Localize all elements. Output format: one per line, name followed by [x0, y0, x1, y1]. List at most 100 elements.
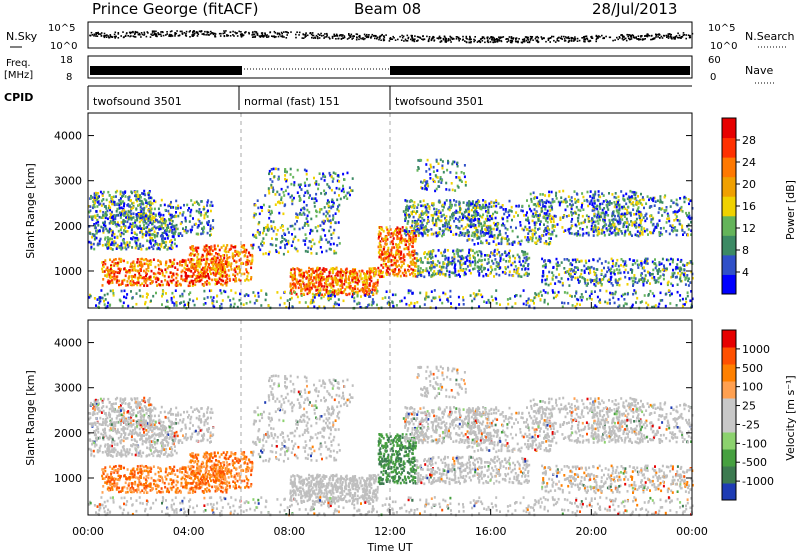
noise-dot — [644, 35, 647, 37]
power-cell — [218, 272, 221, 275]
power-cell — [307, 184, 310, 187]
power-cell — [106, 242, 109, 246]
power-cell — [161, 271, 164, 275]
power-cell — [260, 206, 263, 209]
power-cell — [435, 219, 437, 223]
noise-dot — [358, 34, 361, 37]
power-cell — [330, 205, 333, 209]
power-cell — [365, 275, 368, 279]
power-cell — [100, 216, 103, 219]
power-cell — [150, 260, 153, 264]
power-cell — [320, 177, 323, 181]
noise-dot — [155, 35, 157, 37]
power-cell — [265, 233, 268, 236]
power-cell — [496, 211, 499, 214]
power-cell — [350, 189, 353, 192]
power-cell — [382, 248, 385, 251]
power-cell — [268, 169, 271, 173]
noise-dot — [170, 34, 173, 36]
power-cell — [420, 260, 423, 264]
power-cell — [169, 202, 172, 206]
noise-dot — [588, 40, 590, 43]
power-cell — [359, 274, 362, 278]
power-cell — [231, 252, 234, 255]
noise-dot — [222, 32, 224, 35]
power-cell — [120, 212, 123, 215]
noise-dot — [416, 35, 419, 38]
cpid-label: CPID — [4, 91, 33, 104]
power-cell — [316, 273, 319, 276]
power-cell — [136, 199, 138, 203]
power-cell — [224, 260, 227, 263]
power-cell — [99, 209, 102, 213]
noise-dot — [635, 36, 637, 38]
power-cell — [577, 220, 580, 223]
noise-dot — [326, 34, 328, 36]
power-cell — [146, 201, 149, 205]
power-cell — [458, 273, 460, 276]
power-cell — [106, 236, 109, 239]
noise-dot — [583, 40, 585, 43]
power-cell — [117, 229, 120, 233]
power-cell — [184, 278, 187, 281]
power-cell — [128, 195, 131, 199]
noise-dot — [641, 35, 643, 37]
power-cell — [291, 286, 294, 290]
power-cell — [442, 224, 444, 227]
noise-dot — [481, 36, 484, 38]
power-cell — [386, 238, 389, 241]
power-cell — [114, 258, 117, 261]
noise-dot — [349, 36, 352, 38]
power-cell — [115, 214, 118, 217]
power-cell — [104, 216, 107, 220]
power-cell — [328, 271, 331, 275]
noise-dot — [322, 34, 325, 37]
power-cell — [163, 218, 166, 221]
power-cell — [379, 275, 382, 279]
power-cell — [130, 218, 133, 221]
power-cell — [421, 210, 424, 213]
noise-dot — [309, 32, 312, 34]
power-cell — [412, 261, 415, 264]
power-cell — [120, 231, 123, 235]
power-cell — [183, 229, 186, 233]
power-cell — [170, 205, 173, 209]
power-cell — [300, 208, 303, 212]
power-cell — [421, 233, 424, 236]
power-cell — [475, 250, 478, 254]
power-cell — [322, 174, 325, 177]
power-cell — [167, 234, 170, 238]
noise-dot — [477, 40, 480, 42]
power-cell — [287, 239, 290, 243]
noise-dot — [494, 38, 496, 41]
power-cell — [245, 270, 248, 274]
power-cell — [403, 274, 406, 277]
power-cell — [430, 275, 433, 278]
power-cell — [107, 239, 109, 243]
power-cell — [141, 192, 143, 195]
noise-dot — [609, 36, 612, 39]
power-cell — [200, 255, 203, 259]
power-cell — [132, 236, 135, 239]
power-cell — [295, 212, 298, 216]
noise-dot — [183, 32, 186, 34]
power-cell — [137, 197, 140, 201]
power-cell — [414, 273, 417, 276]
power-cell — [444, 217, 446, 220]
power-cell — [325, 288, 328, 292]
power-cell — [407, 230, 410, 234]
power-cell — [220, 260, 223, 264]
power-cell — [326, 202, 329, 205]
power-cell — [327, 290, 330, 293]
power-cell — [274, 167, 277, 171]
noise-dot — [671, 38, 673, 40]
power-cell — [474, 208, 477, 211]
power-cell — [198, 211, 201, 215]
power-cell — [537, 214, 540, 217]
power-cell — [519, 221, 522, 224]
power-cell — [269, 212, 272, 216]
power-cell — [222, 244, 225, 247]
power-cell — [114, 190, 117, 194]
power-cell — [402, 210, 405, 213]
power-cell — [131, 225, 134, 228]
